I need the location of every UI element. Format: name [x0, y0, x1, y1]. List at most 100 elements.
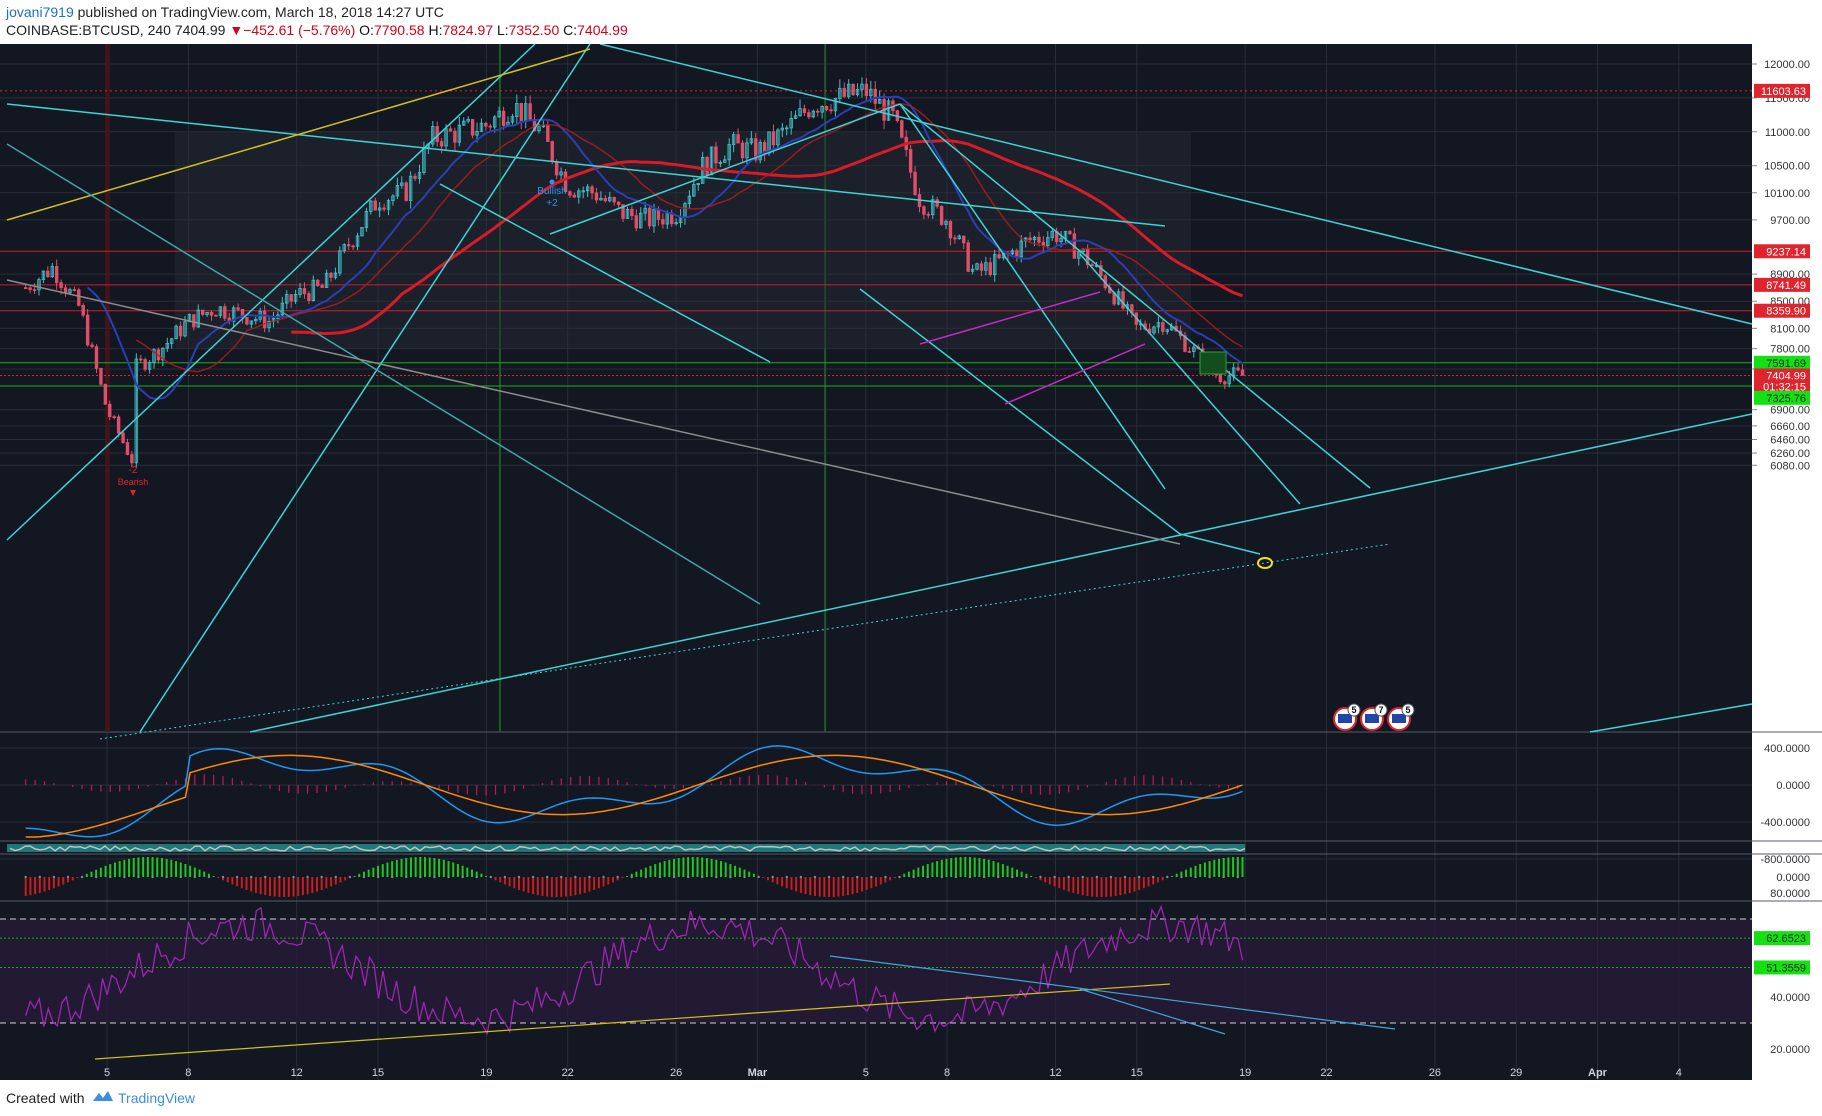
flag-canton-icon [1392, 714, 1406, 723]
candle-body [77, 289, 81, 306]
candle-body [262, 310, 267, 329]
candle-body [1121, 291, 1125, 309]
momentum-zero-dot [80, 875, 84, 879]
price-tag [1754, 390, 1810, 405]
macd-axis-label: 0.0000 [1776, 780, 1810, 792]
bearish-score: -2 [129, 465, 138, 476]
candle-body [625, 208, 630, 219]
price-tag-label: 8741.49 [1766, 280, 1806, 292]
publication-line: jovani7919 published on TradingView.com,… [6, 4, 444, 20]
momentum-zero-dot [686, 875, 690, 879]
candle-body [966, 242, 970, 272]
time-axis-label: 15 [1131, 1067, 1143, 1079]
candle-body [249, 320, 254, 325]
candle-body [736, 134, 740, 144]
momentum-zero-dot [531, 875, 535, 879]
candle-body [311, 279, 316, 301]
candle-body [1223, 381, 1227, 385]
candle-body [1010, 250, 1015, 255]
highlight-column [105, 44, 110, 732]
bullish-score: +2 [546, 198, 558, 209]
candle-body [439, 141, 444, 147]
candle-body [740, 142, 745, 159]
event-count-badge [1401, 703, 1415, 717]
open-label: O: [359, 22, 374, 38]
candle-body [355, 235, 360, 247]
price-axis-label: 11000.00 [1765, 127, 1810, 139]
time-axis-label: 19 [480, 1067, 492, 1079]
low-value: 7352.50 [508, 22, 560, 38]
rsi-trend-line [829, 955, 1396, 1030]
candle-body [1032, 236, 1037, 241]
candle-body [829, 109, 833, 112]
momentum-panel: 0.0000 [24, 857, 1810, 897]
candle-body [692, 184, 696, 197]
author-link[interactable]: jovani7919 [6, 4, 74, 20]
momentum-zero-dot [1011, 875, 1014, 879]
candle-body [293, 294, 298, 302]
candle-body [997, 254, 1001, 259]
candle-body [515, 103, 519, 118]
candle-body [404, 182, 408, 201]
time-axis-label: 19 [1239, 1067, 1251, 1079]
candle-body [192, 314, 196, 328]
candle-body [125, 442, 130, 455]
candle-body [833, 98, 838, 112]
candle-body [488, 125, 492, 128]
candle-body [793, 115, 798, 119]
candle-body [147, 362, 152, 370]
candle-body [537, 126, 541, 132]
mid-moving-average [135, 103, 1243, 373]
candle-body [652, 208, 656, 227]
price-axis-label: 7800.00 [1770, 344, 1810, 356]
close-label: C: [563, 22, 578, 38]
rsi-trend-line [1079, 988, 1226, 1035]
bearish-arrow-icon [130, 490, 136, 496]
candle-body [860, 83, 864, 90]
candle-body [563, 171, 568, 193]
candle-body [926, 213, 931, 216]
momentum-zero-dot [1166, 875, 1169, 879]
candle-body [395, 185, 400, 197]
candle-body [72, 289, 77, 291]
momentum-zero-dot [250, 875, 253, 879]
candle-body [112, 416, 116, 419]
candle-body [1059, 237, 1063, 243]
candle-body [165, 343, 169, 349]
momentum-zero-dot [996, 875, 1000, 879]
high-value: 7824.97 [442, 22, 494, 38]
momentum-zero-dot [433, 875, 436, 879]
candle-body [329, 272, 333, 278]
candle-body [347, 244, 351, 247]
momentum-zero-dot [207, 875, 211, 879]
candle-body [457, 124, 462, 143]
candle-body [811, 110, 815, 118]
trend-lines [6, 44, 1753, 733]
candle-body [245, 317, 249, 325]
candle-body [568, 191, 572, 196]
candle-body [223, 306, 227, 319]
price-tag [1754, 277, 1810, 292]
trend-line [249, 413, 1753, 733]
momentum-zero-dot [165, 875, 168, 879]
price-tag-label: 7325.76 [1766, 393, 1806, 405]
candle-body [81, 305, 85, 316]
tradingview-link[interactable]: TradingView [118, 1090, 196, 1106]
candle-body [453, 130, 457, 143]
momentum-zero-dot [1236, 875, 1239, 879]
candle-body [209, 311, 214, 316]
candle-body [599, 197, 603, 201]
price-axis-label: 6460.00 [1770, 435, 1810, 447]
trend-line [919, 291, 1101, 345]
candle-body [391, 195, 395, 202]
candle-body [497, 110, 501, 118]
momentum-zero-dot [24, 875, 27, 879]
trend-line [6, 103, 1166, 227]
momentum-zero-dot [926, 875, 929, 879]
candle-body [846, 83, 851, 97]
candle-body [408, 175, 413, 201]
momentum-zero-dot [66, 875, 70, 879]
trend-line [6, 44, 536, 541]
time-axis-label: 4 [1676, 1067, 1682, 1079]
